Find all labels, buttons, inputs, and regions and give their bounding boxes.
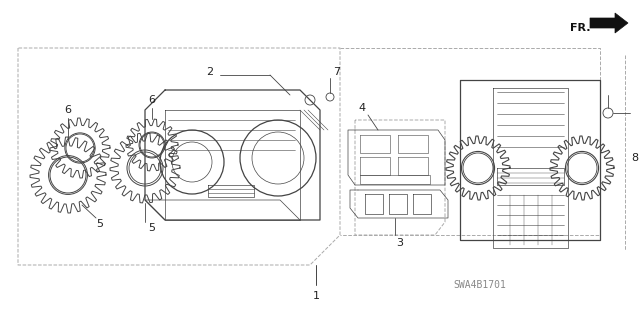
Text: 6: 6	[148, 95, 156, 105]
Text: 4: 4	[358, 103, 365, 113]
Text: 2: 2	[207, 67, 214, 77]
Polygon shape	[590, 13, 628, 33]
Text: SWA4B1701: SWA4B1701	[454, 280, 506, 290]
Text: 6: 6	[65, 105, 72, 115]
Text: 8: 8	[632, 153, 639, 163]
Text: 3: 3	[397, 238, 403, 248]
Text: 5: 5	[97, 219, 104, 229]
Text: 5: 5	[148, 223, 156, 233]
Text: FR.: FR.	[570, 23, 591, 33]
Text: 7: 7	[333, 67, 340, 77]
Text: 1: 1	[312, 291, 319, 301]
